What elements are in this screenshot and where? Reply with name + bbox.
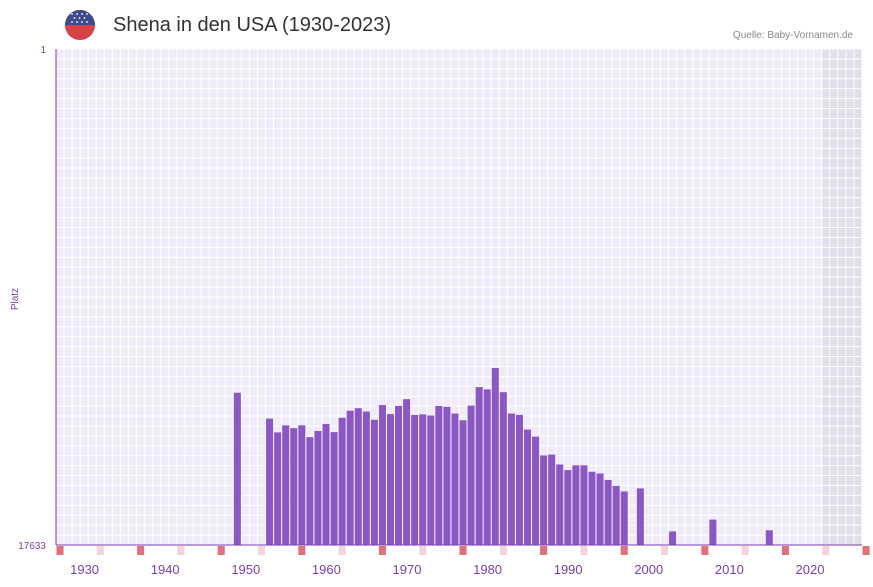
bar-1986 (523, 429, 532, 545)
y-tick-label-top: 1 (40, 45, 46, 56)
chart-title: Shena in den USA (1930-2023) (113, 14, 391, 36)
bar-1979 (467, 405, 475, 545)
bar-1978 (459, 420, 467, 545)
bar-1964 (346, 410, 354, 545)
x-tick-label: 1940 (151, 562, 180, 577)
source-credit: Quelle: Baby-Vornamen.de (732, 30, 853, 41)
decade-marker (459, 546, 467, 555)
decade-marker (137, 546, 145, 555)
bar-1987 (532, 436, 540, 545)
bar-1974 (427, 415, 435, 545)
half-decade-marker (580, 546, 588, 555)
x-tick-label: 2020 (796, 562, 825, 577)
bar-1993 (580, 465, 588, 545)
half-decade-marker (419, 546, 427, 555)
decade-marker (56, 546, 64, 555)
bar-1971 (403, 399, 411, 545)
half-decade-marker (661, 546, 669, 555)
y-tick-label-bottom: 17633 (18, 541, 46, 552)
half-decade-marker (258, 546, 266, 555)
x-tick-label: 1970 (393, 562, 422, 577)
bar-1995 (596, 473, 604, 545)
bar-2016 (765, 530, 773, 545)
decade-marker (620, 546, 628, 555)
bar-2000 (636, 488, 644, 545)
bar-1954 (266, 418, 274, 545)
bar-1961 (322, 423, 330, 545)
bar-1988 (540, 455, 548, 545)
decade-marker (540, 546, 548, 555)
x-tick-label: 2000 (634, 562, 663, 577)
x-tick-label: 1980 (473, 562, 502, 577)
bar-2004 (669, 531, 677, 545)
bar-1972 (411, 414, 419, 545)
bar-1977 (451, 413, 459, 545)
bar-1967 (370, 419, 378, 545)
bar-1963 (338, 417, 346, 545)
x-tick-label: 1990 (554, 562, 583, 577)
bar-1984 (507, 413, 515, 545)
x-tick-label: 1960 (312, 562, 341, 577)
decade-marker (217, 546, 225, 555)
bar-1994 (588, 471, 596, 545)
bar-1976 (443, 406, 451, 545)
bar-1950 (233, 392, 241, 545)
decade-marker (701, 546, 709, 555)
decade-marker (781, 546, 789, 555)
y-axis-title: Platz (10, 288, 21, 310)
bar-1998 (620, 491, 628, 545)
bar-1983 (499, 392, 507, 545)
x-tick-label: 1950 (231, 562, 260, 577)
bar-1982 (491, 367, 499, 545)
bar-1991 (564, 470, 572, 545)
bar-1981 (483, 389, 491, 545)
bar-1965 (354, 408, 362, 545)
bar-1959 (306, 437, 314, 545)
usa-flag-icon (65, 10, 95, 40)
bar-1985 (515, 414, 523, 545)
bar-1958 (298, 425, 306, 545)
bar-1989 (548, 454, 556, 545)
decade-marker (298, 546, 306, 555)
bar-1992 (572, 465, 580, 545)
half-decade-marker (338, 546, 346, 555)
bar-2009 (709, 519, 717, 545)
bar-1969 (386, 414, 395, 545)
bar-1966 (362, 411, 370, 545)
bar-1960 (314, 430, 322, 545)
half-decade-marker (741, 546, 749, 555)
bar-1996 (604, 479, 612, 545)
half-decade-marker (177, 546, 185, 555)
bar-1970 (395, 405, 403, 545)
x-tick-label: 2010 (715, 562, 744, 577)
decade-marker (378, 546, 386, 555)
half-decade-marker (96, 546, 104, 555)
bar-1980 (475, 387, 483, 545)
x-tick-label: 1930 (70, 562, 99, 577)
half-decade-marker (499, 546, 507, 555)
bar-1962 (330, 432, 338, 545)
bar-1975 (435, 405, 443, 545)
decade-marker (862, 546, 870, 555)
bar-1955 (274, 432, 282, 545)
half-decade-marker (822, 546, 830, 555)
bar-1956 (282, 425, 290, 545)
bar-1968 (378, 405, 386, 545)
bar-1957 (290, 428, 298, 545)
bar-1973 (419, 414, 427, 545)
bar-1997 (612, 485, 620, 545)
bar-1990 (556, 464, 564, 545)
